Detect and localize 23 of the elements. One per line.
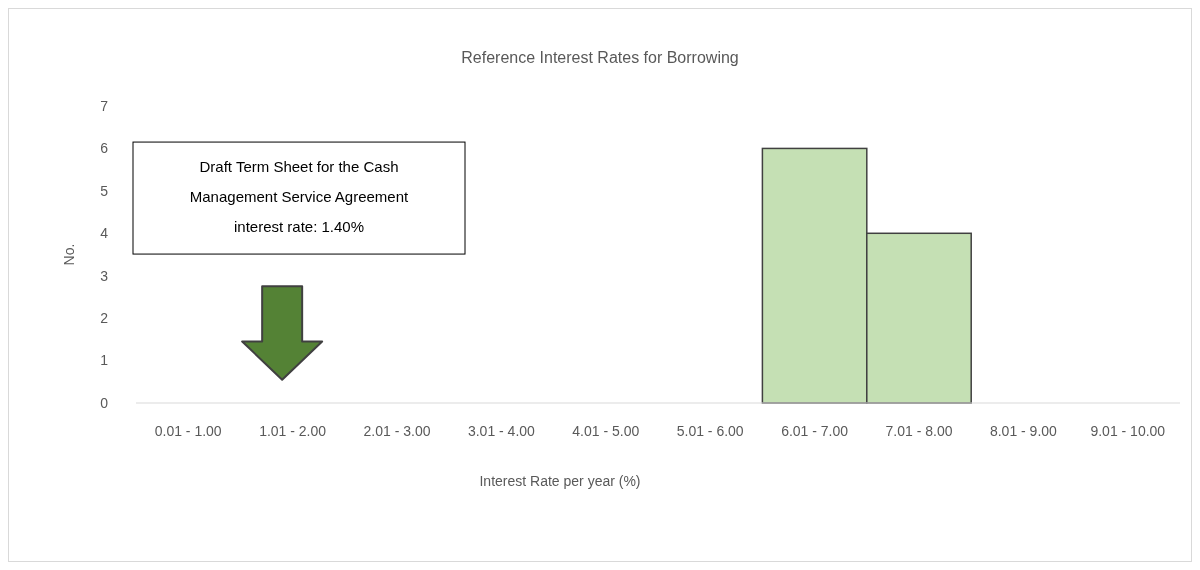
y-tick-label: 7: [100, 97, 109, 114]
x-tick-label: 3.01 - 4.00: [467, 423, 536, 439]
annotation: interest rate: 1.40%: [233, 218, 365, 236]
chart-title: Reference Interest Rates for Borrowing: [461, 49, 739, 66]
x-tick-label: 2.01 - 3.00: [363, 423, 431, 439]
x-tick-label: 0.01 - 1.00: [154, 423, 222, 439]
y-tick-label: 1: [100, 352, 109, 369]
x-axis-title: Interest Rate per year (%): [479, 473, 641, 489]
y-tick-label: 2: [100, 310, 109, 327]
x-tick-label: 7.01 - 8.00: [885, 423, 953, 439]
y-tick-label: 0: [100, 394, 109, 411]
y-tick-label: 5: [100, 182, 109, 199]
x-tick-label: 6.01 - 7.00: [781, 423, 849, 439]
x-tick-label: 9.01 - 10.00: [1090, 423, 1166, 439]
x-tick-label: 1.01 - 2.00: [259, 423, 327, 439]
y-tick-label: 4: [100, 225, 109, 242]
x-tick-label: 5.01 - 6.00: [676, 423, 744, 439]
y-tick-label: 6: [100, 140, 109, 157]
y-axis-title: No.: [61, 243, 77, 266]
note-box: Draft Term Sheet for the Cash Management Service Agreement interest rate: 1.40%: [132, 141, 466, 255]
x-tick-label: 4.01 - 5.00: [572, 423, 640, 439]
x-tick-label: 8.01 - 9.00: [989, 423, 1058, 439]
y-tick-label: 3: [100, 267, 109, 284]
